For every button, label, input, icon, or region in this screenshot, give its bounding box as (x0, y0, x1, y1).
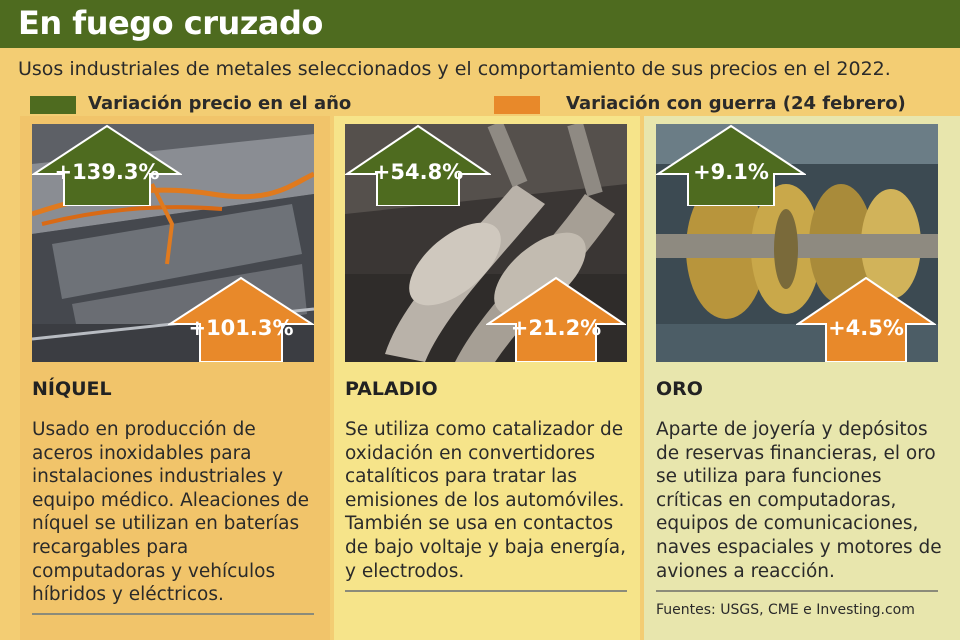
gold-divider (656, 590, 938, 592)
palladium-year-change: +54.8% (372, 160, 464, 184)
gold-war-arrow (796, 276, 936, 362)
legend-swatch-orange (494, 96, 540, 114)
legend-swatch-green (30, 96, 76, 114)
nickel-year-change: +139.3% (54, 160, 160, 184)
palladium-year-arrow (345, 124, 491, 206)
page-subtitle: Usos industriales de metales seleccionad… (18, 58, 891, 80)
palladium-war-arrow (486, 276, 626, 362)
gold-name: ORO (656, 378, 703, 400)
palladium-name: PALADIO (345, 378, 438, 400)
palladium-divider (345, 590, 627, 592)
legend-label-war: Variación con guerra (24 febrero) (566, 93, 906, 114)
nickel-description: Usado en producción de aceros inoxidable… (32, 419, 310, 606)
sources-note: Fuentes: USGS, CME e Investing.com (656, 602, 915, 618)
nickel-war-arrow (168, 276, 314, 362)
gold-war-change: +4.5% (828, 316, 904, 340)
nickel-name: NÍQUEL (32, 378, 112, 400)
page-title: En fuego cruzado (18, 4, 323, 42)
title-bar (0, 0, 960, 48)
palladium-war-change: +21.2% (510, 316, 602, 340)
nickel-war-change: +101.3% (188, 316, 294, 340)
nickel-year-arrow (32, 124, 182, 206)
palladium-description: Se utiliza como catalizador de oxidación… (345, 419, 626, 582)
gold-year-arrow (656, 124, 806, 206)
legend-label-year: Variación precio en el año (88, 93, 352, 114)
gold-description: Aparte de joyería y depósitos de reserva… (656, 419, 942, 582)
gold-year-change: +9.1% (693, 160, 769, 184)
nickel-divider (32, 613, 314, 615)
